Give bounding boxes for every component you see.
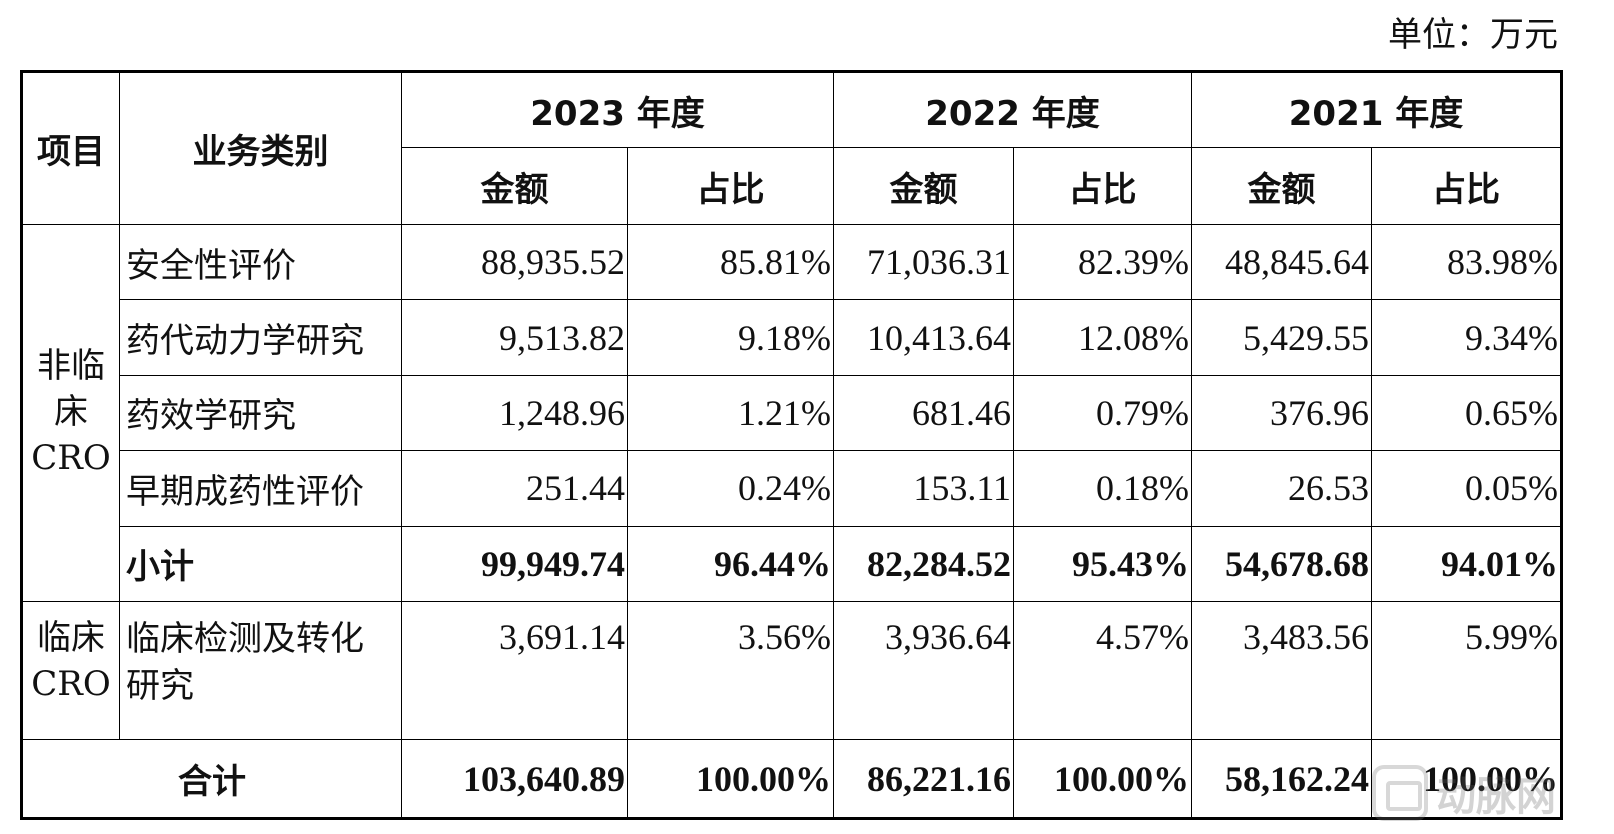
dongmai-logo-icon [1372, 765, 1428, 821]
table-row: 临床CRO 临床检测及转化研究 3,691.14 3.56% 3,936.64 … [21, 601, 1562, 741]
ratio-cell: 83.98% [1371, 223, 1562, 301]
ratio-cell: 100.00% [1371, 739, 1562, 819]
amount-cell: 54,678.68 [1191, 525, 1372, 603]
ratio-cell: 0.05% [1371, 450, 1562, 527]
amount-cell: 3,936.64 [833, 601, 1014, 741]
ratio-cell: 85.81% [627, 223, 834, 301]
ratio-cell: 94.01% [1371, 525, 1562, 603]
ratio-cell: 9.34% [1371, 299, 1562, 376]
business-name: 药代动力学研究 [119, 299, 402, 376]
ratio-cell: 0.18% [1013, 450, 1192, 527]
header-row-years: 项目 业务类别 2023 年度 2022 年度 2021 年度 [21, 70, 1562, 225]
amount-cell: 251.44 [401, 450, 628, 527]
header-amount: 金额 [833, 147, 1014, 225]
subtotal-row: 小计 99,949.74 96.44% 82,284.52 95.43% 54,… [22, 525, 1562, 603]
table-row: 药代动力学研究 9,513.82 9.18% 10,413.64 12.08% … [22, 299, 1562, 376]
amount-cell: 10,413.64 [833, 299, 1014, 376]
business-name: 临床检测及转化研究 [119, 601, 402, 741]
amount-cell: 99,949.74 [401, 525, 628, 603]
amount-cell: 3,691.14 [401, 601, 628, 741]
group-nonclinical: 非临床CRO [21, 223, 120, 603]
amount-cell: 88,935.52 [401, 223, 628, 301]
watermark: 动脉网 [1372, 764, 1556, 822]
header-row-metrics: 金额 占比 金额 占比 金额 占比 [22, 147, 1562, 225]
amount-cell: 71,036.31 [833, 223, 1014, 301]
total-label: 合计 [21, 739, 402, 819]
amount-cell: 3,483.56 [1191, 601, 1372, 741]
table-row: 早期成药性评价 251.44 0.24% 153.11 0.18% 26.53 … [22, 450, 1562, 527]
amount-cell: 48,845.64 [1191, 223, 1372, 301]
header-amount: 金额 [401, 147, 628, 225]
header-ratio: 占比 [1371, 147, 1562, 225]
amount-cell: 376.96 [1191, 374, 1372, 452]
amount-cell: 86,221.16 [833, 739, 1014, 819]
header-project: 项目 [21, 71, 120, 225]
ratio-cell: 0.65% [1371, 374, 1562, 452]
ratio-cell: 95.43% [1013, 525, 1192, 603]
business-name: 药效学研究 [119, 374, 402, 452]
header-year-2022: 2022 年度 [833, 70, 1192, 149]
header-ratio: 占比 [627, 147, 834, 225]
amount-cell: 26.53 [1191, 450, 1372, 527]
subtotal-label: 小计 [119, 525, 402, 603]
header-business: 业务类别 [119, 71, 402, 225]
amount-cell: 153.11 [833, 450, 1014, 527]
amount-cell: 9,513.82 [401, 299, 628, 376]
ratio-cell: 1.21% [627, 374, 834, 452]
group-clinical: 临床CRO [21, 601, 120, 741]
amount-cell: 681.46 [833, 374, 1014, 452]
ratio-cell: 82.39% [1013, 223, 1192, 301]
amount-cell: 5,429.55 [1191, 299, 1372, 376]
ratio-cell: 3.56% [627, 601, 834, 741]
amount-cell: 1,248.96 [401, 374, 628, 452]
ratio-cell: 100.00% [627, 739, 834, 819]
amount-cell: 58,162.24 [1191, 739, 1372, 819]
total-row: 合计 103,640.89 100.00% 86,221.16 100.00% … [21, 739, 1562, 819]
ratio-cell: 0.24% [627, 450, 834, 527]
header-year-2023: 2023 年度 [401, 70, 834, 149]
table-row: 非临床CRO 安全性评价 88,935.52 85.81% 71,036.31 … [21, 223, 1562, 603]
amount-cell: 82,284.52 [833, 525, 1014, 603]
ratio-cell: 96.44% [627, 525, 834, 603]
ratio-cell: 0.79% [1013, 374, 1192, 452]
ratio-cell: 12.08% [1013, 299, 1192, 376]
ratio-cell: 100.00% [1013, 739, 1192, 819]
header-amount: 金额 [1191, 147, 1372, 225]
header-ratio: 占比 [1013, 147, 1192, 225]
header-year-2021: 2021 年度 [1191, 70, 1562, 149]
unit-label: 单位：万元 [1388, 15, 1558, 55]
business-name: 早期成药性评价 [119, 450, 402, 527]
ratio-cell: 4.57% [1013, 601, 1192, 741]
amount-cell: 103,640.89 [401, 739, 628, 819]
business-name: 安全性评价 [119, 223, 402, 301]
table-row: 药效学研究 1,248.96 1.21% 681.46 0.79% 376.96… [22, 374, 1562, 452]
watermark-text: 动脉网 [1436, 774, 1556, 820]
ratio-cell: 9.18% [627, 299, 834, 376]
ratio-cell: 5.99% [1371, 601, 1562, 741]
revenue-table: 项目 业务类别 2023 年度 2022 年度 2021 年度 金额 占比 金额… [20, 70, 1563, 820]
